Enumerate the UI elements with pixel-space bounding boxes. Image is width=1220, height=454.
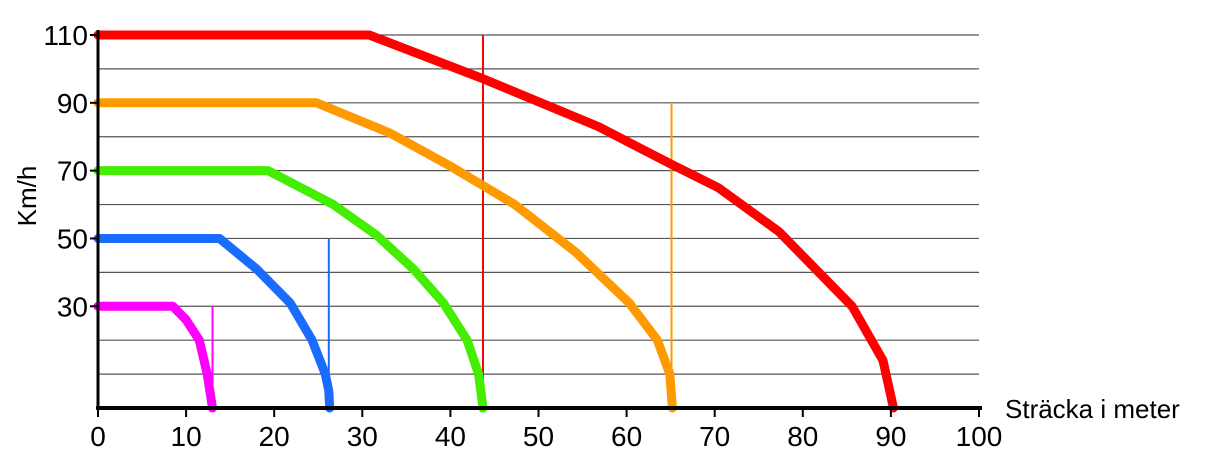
series-layer [93, 30, 898, 413]
y-tick-label: 30 [57, 291, 88, 322]
series-line [93, 30, 898, 413]
x-ticks: 0 10 20 30 40 50 60 70 80 90 100 [90, 408, 1002, 452]
x-tick-label: 40 [435, 421, 466, 452]
x-tick-label: 20 [259, 421, 290, 452]
x-tick-label: 100 [956, 421, 1003, 452]
series-line [93, 98, 677, 413]
x-axis-title: Sträcka i meter [1005, 394, 1180, 424]
x-tick-label: 0 [90, 421, 106, 452]
y-tick-label: 90 [57, 88, 88, 119]
x-tick-label: 80 [787, 421, 818, 452]
series-line [93, 301, 217, 413]
y-tick-label: 110 [43, 20, 88, 51]
y-axis-title: Km/h [12, 166, 42, 227]
y-ticks: 30 50 70 90 110 [43, 20, 98, 322]
y-tick-label: 70 [57, 156, 88, 187]
y-tick-label: 50 [57, 223, 88, 254]
x-tick-label: 90 [875, 421, 906, 452]
x-tick-label: 60 [611, 421, 642, 452]
gridlines [98, 34, 979, 375]
x-tick-label: 30 [347, 421, 378, 452]
x-tick-label: 10 [171, 421, 202, 452]
series-line [93, 166, 488, 413]
reaction-lines [211, 35, 673, 408]
x-tick-label: 50 [523, 421, 554, 452]
series-line [93, 234, 335, 413]
x-tick-label: 70 [699, 421, 730, 452]
